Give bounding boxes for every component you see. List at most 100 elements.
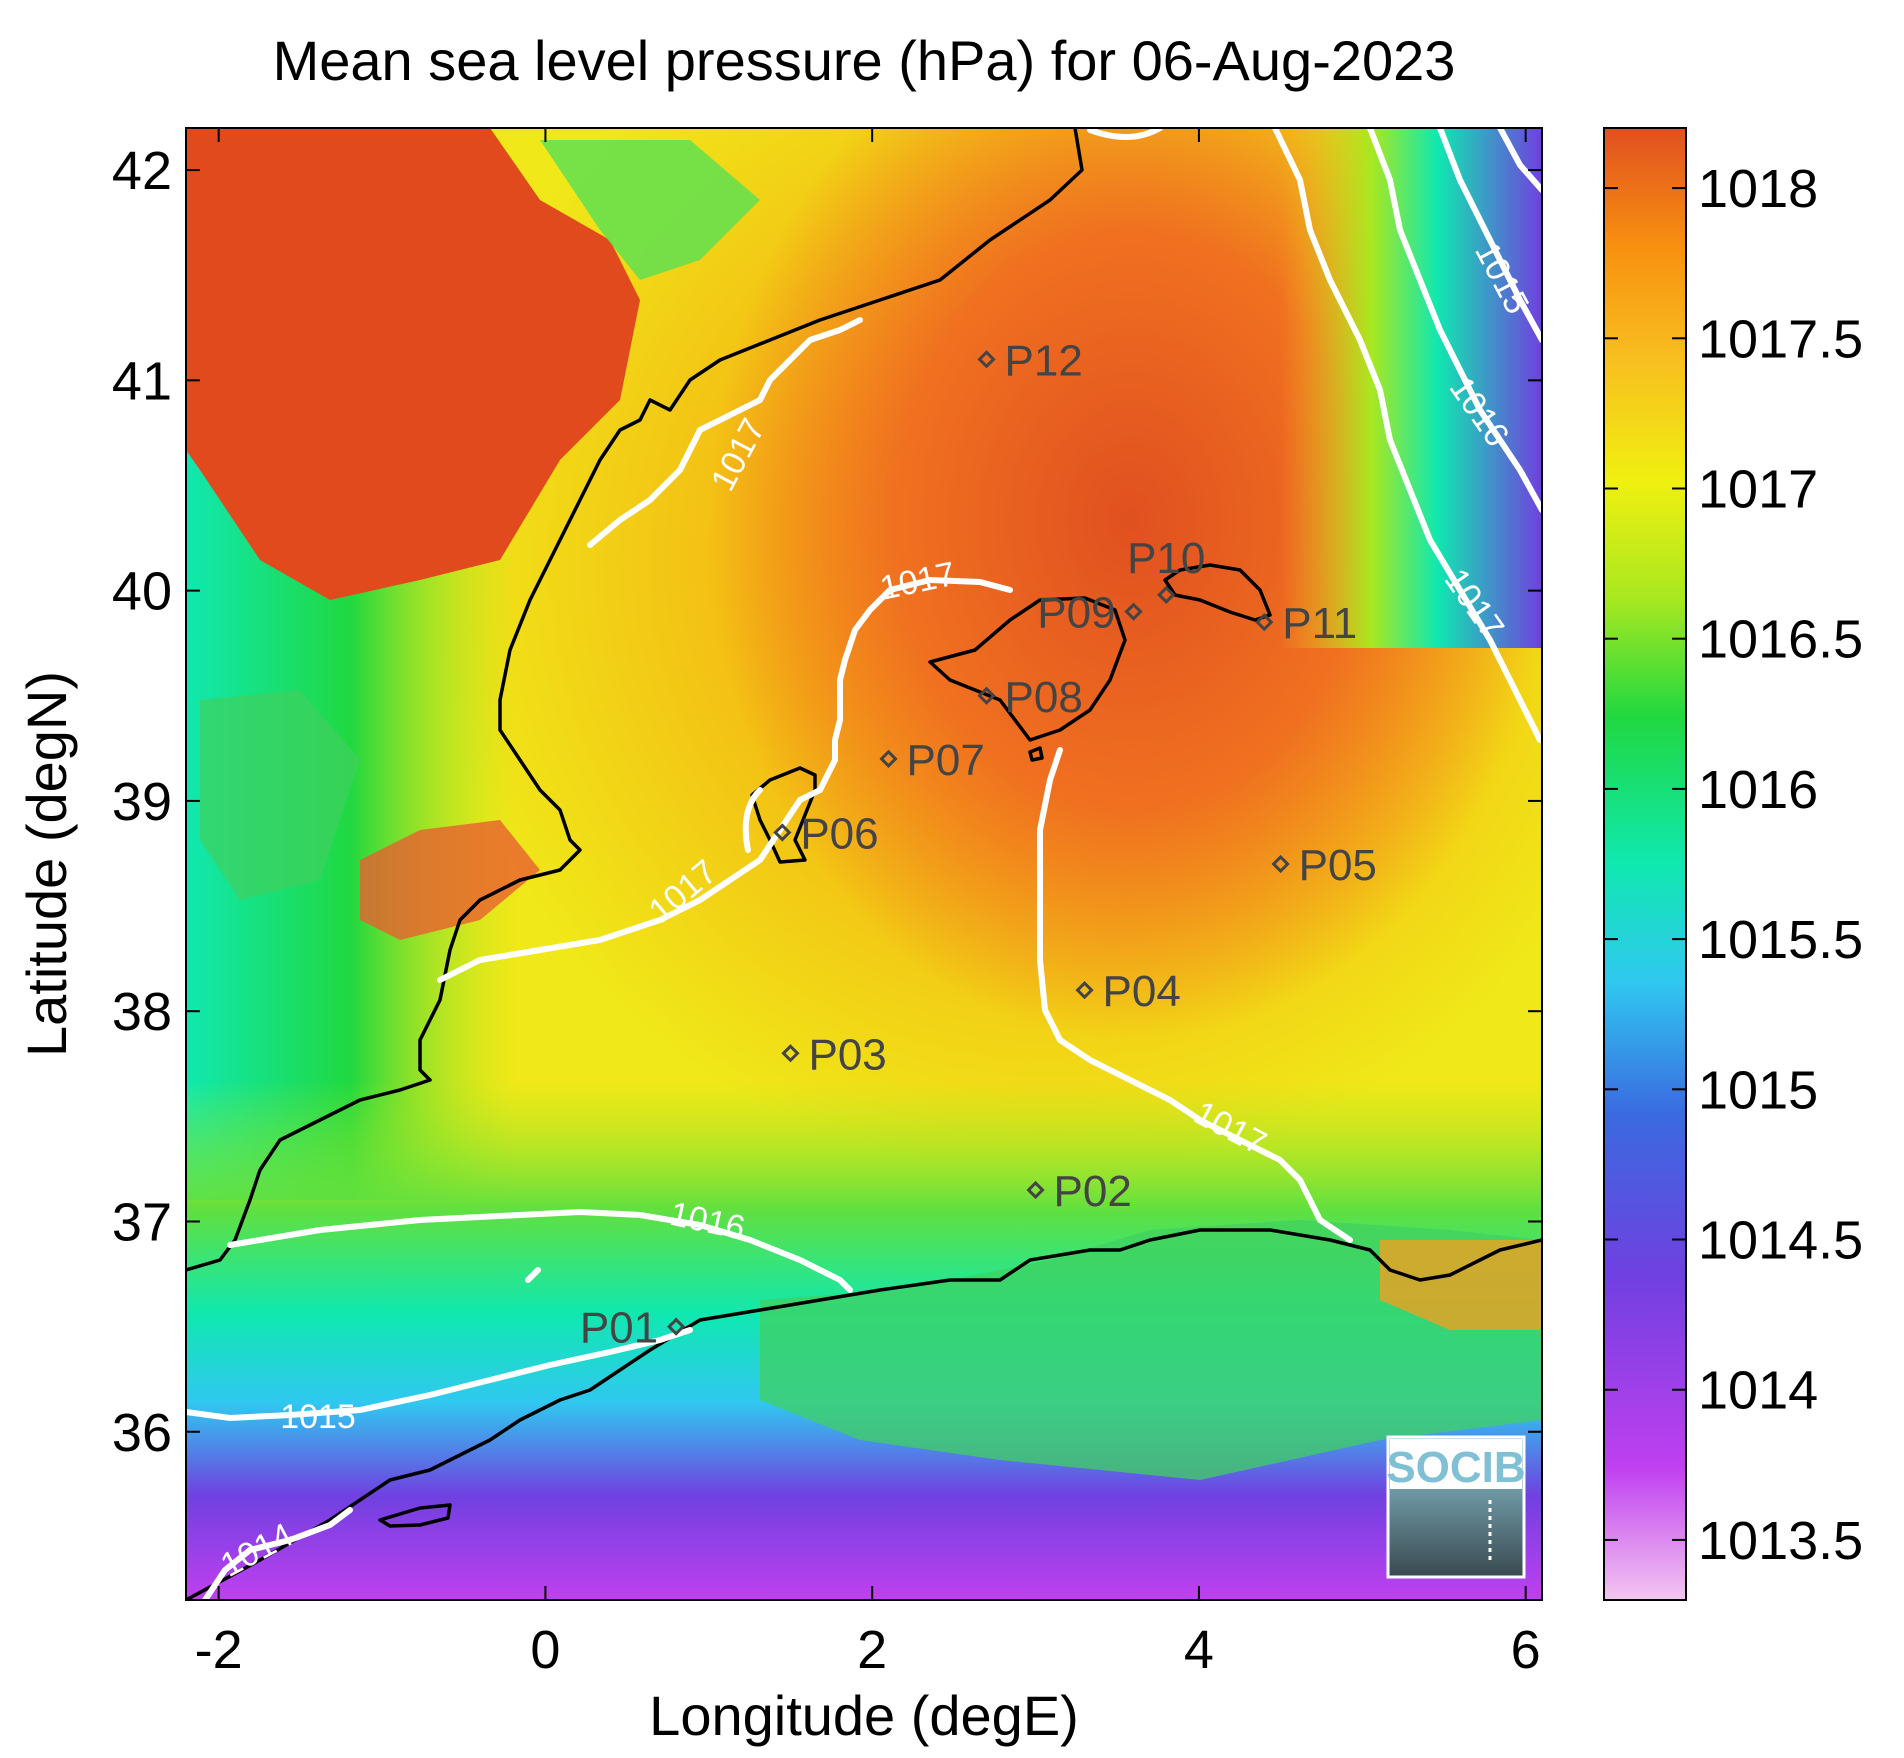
- station-label: P09: [1037, 589, 1115, 638]
- station-p03: P03: [781, 1030, 887, 1079]
- african-coastline: [186, 1228, 1542, 1600]
- colorbar-tick-label: 1014: [1698, 1361, 1818, 1421]
- y-tick-label: 37: [112, 1192, 172, 1252]
- station-marker: [1157, 585, 1176, 604]
- colorbar: 1018 1017.5 1017 1016.5 1016 1015.5 1015 1014.5…: [1603, 127, 1863, 1601]
- socib-logo: SOCIB: [1386, 1435, 1526, 1579]
- coastlines: [186, 128, 1542, 1600]
- station-marker: [666, 1317, 686, 1336]
- station-p08: P08: [977, 673, 1083, 722]
- colorbar-tick-label: 1018: [1698, 159, 1818, 219]
- x-axis-label: Longitude (degE): [649, 1684, 1079, 1747]
- colorbar-gradient: [1603, 127, 1687, 1601]
- station-label: P04: [1103, 967, 1181, 1016]
- station-marker: [1026, 1180, 1045, 1200]
- station-label: P06: [800, 809, 878, 858]
- isobar-1015-south: [186, 1327, 693, 1422]
- station-label: P10: [1127, 534, 1205, 583]
- station-marker: [1075, 981, 1094, 1000]
- station-label: P07: [907, 736, 985, 785]
- isobar-1016-east: [1367, 128, 1542, 513]
- isobar-1017-center: [437, 576, 1013, 983]
- isobar-1014-south: [202, 1507, 353, 1600]
- station-label: P11: [1282, 599, 1357, 648]
- station-marker: [1255, 613, 1274, 632]
- isobar-1017-southeast: [1037, 747, 1353, 1243]
- isobar-1017-north: [587, 317, 863, 548]
- y-tick-label: 39: [112, 772, 172, 832]
- iberian-green-patch: [540, 140, 760, 280]
- station-label: P03: [808, 1030, 886, 1079]
- colorbar-tick-label: 1017: [1698, 459, 1818, 519]
- african-coast-orange-patch: [1380, 1240, 1542, 1330]
- x-axis: -2 0 2 4 6: [195, 128, 1541, 1680]
- colorbar-tick-label: 1015.5: [1698, 910, 1863, 970]
- african-coast-green-patch: [760, 1220, 1542, 1480]
- y-tick-label: 41: [112, 351, 172, 411]
- station-label: P02: [1054, 1167, 1132, 1216]
- isobar-label-1015-south: 1015: [280, 1398, 356, 1436]
- x-tick-label: 4: [1184, 1620, 1214, 1680]
- x-tick-label: 0: [530, 1620, 560, 1680]
- colorbar-tick-label: 1016: [1698, 760, 1818, 820]
- station-marker: [781, 1044, 800, 1063]
- socib-logo-text: SOCIB: [1386, 1443, 1525, 1492]
- station-p10: P10: [1127, 534, 1205, 604]
- iberian-red-speckle: [360, 820, 540, 940]
- menorca-coastline: [1163, 563, 1272, 622]
- isobar-top-closed: [1087, 128, 1163, 141]
- station-marker: [1271, 854, 1290, 874]
- map-title: Mean sea level pressure (hPa) for 06-Aug…: [273, 29, 1456, 92]
- y-tick-label: 42: [112, 141, 172, 201]
- station-p12: P12: [977, 336, 1083, 385]
- plot-frame: [185, 127, 1543, 1601]
- y-tick-label: 40: [112, 562, 172, 622]
- station-p01: P01: [580, 1304, 686, 1353]
- isobar-1016-south: [227, 1208, 853, 1293]
- station-label: P12: [1005, 336, 1083, 385]
- iberian-coastline: [186, 128, 1084, 1272]
- isobar-1015-east: [1437, 128, 1542, 343]
- station-label: P05: [1299, 841, 1377, 890]
- ibiza-coastline: [750, 766, 817, 864]
- station-p05: P05: [1271, 841, 1377, 890]
- isobars: [186, 128, 1542, 1600]
- y-tick-label: 36: [112, 1403, 172, 1463]
- y-axis: 36 37 38 39 40 41 42: [112, 141, 1542, 1463]
- station-marker: [1124, 602, 1143, 621]
- station-marker: [879, 749, 898, 768]
- station-label: P01: [580, 1304, 658, 1353]
- isobar-1017-small: [525, 1267, 541, 1283]
- map-plot-area: 1017 1017 1017 1017 1017 1016 1015 1014 …: [186, 128, 1542, 1600]
- station-marker: [773, 823, 792, 842]
- isobar-1014-ne: [1497, 128, 1542, 193]
- pressure-field-east-gradient: [1280, 128, 1542, 648]
- isobar-1017-ibiza: [742, 787, 763, 853]
- station-p04: P04: [1075, 967, 1181, 1016]
- isobar-1017-east: [1272, 128, 1542, 743]
- y-tick-label: 38: [112, 982, 172, 1042]
- x-tick-label: -2: [195, 1620, 243, 1680]
- x-tick-label: 2: [857, 1620, 887, 1680]
- station-marker: [977, 686, 996, 705]
- colorbar-tick-label: 1015: [1698, 1060, 1818, 1120]
- station-p07: P07: [879, 736, 985, 785]
- station-label: P08: [1005, 673, 1083, 722]
- colorbar-tick-label: 1017.5: [1698, 309, 1863, 369]
- station-marker: [977, 350, 996, 369]
- colorbar-tick-label: 1016.5: [1698, 610, 1863, 670]
- colorbar-tick-label: 1013.5: [1698, 1511, 1863, 1571]
- station-p11: P11: [1255, 599, 1357, 648]
- y-axis-label: Latitude (degN): [15, 671, 78, 1057]
- iberian-green-speckle: [200, 690, 360, 900]
- x-tick-label: 6: [1511, 1620, 1541, 1680]
- colorbar-ticks: 1018 1017.5 1017 1016.5 1016 1015.5 1015 1014.5…: [1604, 159, 1863, 1571]
- cabrera-coastline: [1028, 746, 1044, 762]
- iberian-high-pressure-area: [186, 128, 640, 600]
- station-p06: P06: [773, 809, 879, 858]
- colorbar-tick-label: 1014.5: [1698, 1211, 1863, 1271]
- station-p09: P09: [1037, 589, 1143, 638]
- alboran-island-coastline: [378, 1503, 452, 1528]
